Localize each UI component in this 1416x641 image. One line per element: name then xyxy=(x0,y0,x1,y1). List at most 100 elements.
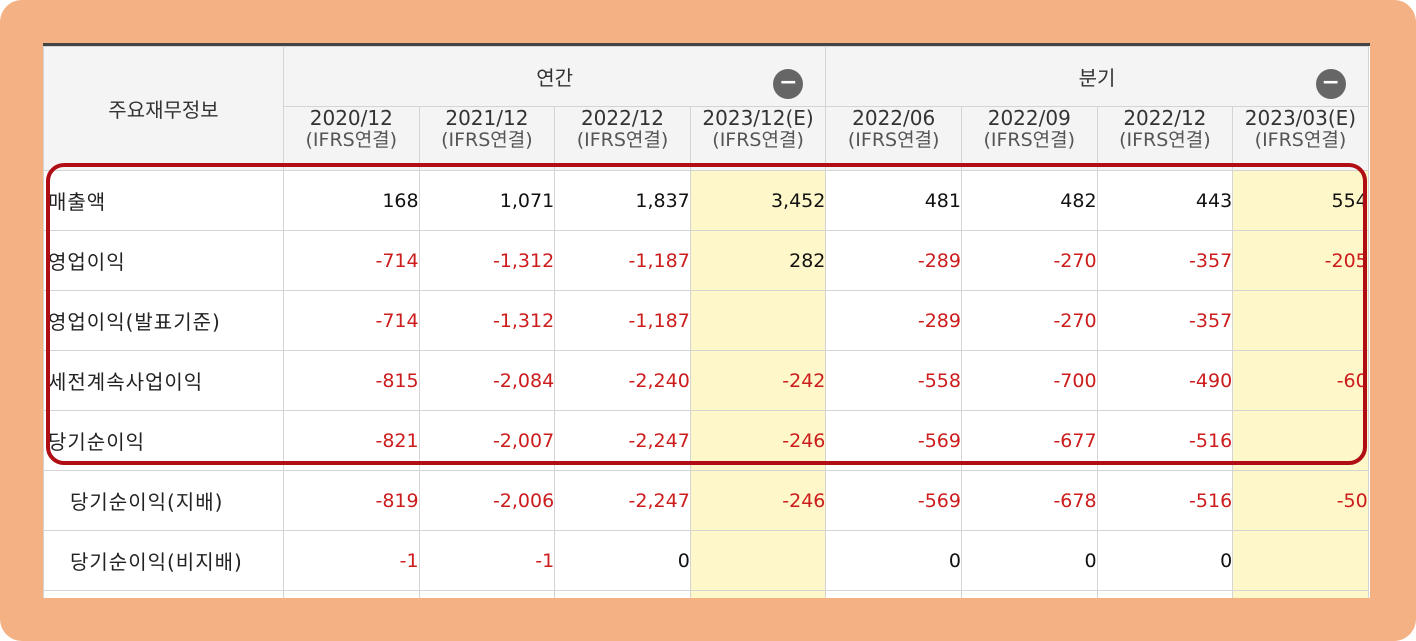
period-basis: (IFRS연결) xyxy=(983,129,1076,151)
quarterly-group-label: 분기 xyxy=(1078,66,1116,90)
table-cell: -246 xyxy=(689,470,827,531)
period-header: 2020/12 (IFRS연결) xyxy=(283,106,420,171)
table-cell: 554 xyxy=(1232,170,1369,231)
table-cell: -678 xyxy=(960,470,1098,531)
table-cell: -819 xyxy=(283,470,420,531)
table-cell xyxy=(1232,290,1369,351)
period-date: 2023/03(E) xyxy=(1244,106,1357,130)
table-cell xyxy=(689,530,827,591)
row-label[interactable]: 당기순이익(비지배) xyxy=(43,530,284,591)
table-cell xyxy=(1232,530,1369,591)
table-row: 당기순이익 -821 -2,007 -2,247 -246 -569 -677 -516 xyxy=(43,410,1369,471)
table-row xyxy=(43,590,1369,598)
table-cell: -490 xyxy=(1096,350,1234,411)
table-cell: -569 xyxy=(825,470,962,531)
table-cell: -2,240 xyxy=(554,350,691,411)
table-cell: -700 xyxy=(960,350,1098,411)
table-cell: 0 xyxy=(554,530,691,591)
table-cell xyxy=(283,590,420,598)
period-date: 2022/09 xyxy=(987,106,1071,130)
period-header: 2023/03(E) (IFRS연결) xyxy=(1232,106,1369,171)
table-cell: -821 xyxy=(283,410,420,471)
table-row: 영업이익 -714 -1,312 -1,187 282 -289 -270 -357 -205 xyxy=(43,230,1369,291)
financial-table: 주요재무정보 연간 − 분기 − 2020/12 (IFRS연결) 2021/12(… xyxy=(43,46,1369,598)
table-cell: 0 xyxy=(1096,530,1234,591)
row-label[interactable]: 당기순이익(지배) xyxy=(43,470,284,531)
table-cell xyxy=(1096,590,1234,598)
annual-group-label: 연간 xyxy=(536,66,574,90)
table-cell: -357 xyxy=(1096,290,1234,351)
table-cell: -246 xyxy=(689,410,827,471)
table-cell xyxy=(554,590,691,598)
row-label[interactable]: 영업이익 xyxy=(43,230,284,291)
annual-group-header: 연간 − xyxy=(282,46,827,107)
collapse-annual-icon[interactable]: − xyxy=(773,69,804,99)
table-row: 세전계속사업이익 -815 -2,084 -2,240 -242 -558 -700 -490… xyxy=(43,350,1369,411)
period-header: 2022/09 (IFRS연결) xyxy=(960,106,1098,171)
period-date: 2022/12 xyxy=(580,106,665,130)
row-label[interactable]: 영업이익(발표기준) xyxy=(43,290,284,351)
period-header-row: 2020/12 (IFRS연결) 2021/12 (IFRS연결) 2022/12 (IF… xyxy=(44,106,1369,171)
table-cell: -1,312 xyxy=(418,290,556,351)
table-cell: 1,837 xyxy=(554,170,691,231)
period-header: 2021/12 (IFRS연결) xyxy=(418,106,556,171)
row-label[interactable]: 매출액 xyxy=(43,170,284,231)
period-date: 2022/12 xyxy=(1123,106,1207,130)
table-cell: -1,312 xyxy=(418,230,556,291)
table-cell: -2,007 xyxy=(418,410,556,471)
table-cell xyxy=(1232,590,1369,598)
period-header: 2023/12(E) (IFRS연결) xyxy=(689,106,827,171)
table-cell: -242 xyxy=(689,350,827,411)
table-cell: 481 xyxy=(825,170,962,231)
table-cell: -714 xyxy=(283,230,420,291)
table-cell: 443 xyxy=(1096,170,1234,231)
table-cell: -1 xyxy=(418,530,556,591)
table-cell: -270 xyxy=(960,230,1098,291)
period-date: 2023/12(E) xyxy=(702,106,814,130)
table-cell: -815 xyxy=(283,350,420,411)
table-cell: -2,006 xyxy=(418,470,556,531)
table-cell: 3,452 xyxy=(689,170,827,231)
row-label[interactable]: 세전계속사업이익 xyxy=(43,350,284,411)
table-row: 매출액 168 1,071 1,837 3,452 481 482 443 554 xyxy=(43,170,1369,231)
table-cell xyxy=(689,590,827,598)
table-cell: -270 xyxy=(960,290,1098,351)
table-cell: 0 xyxy=(825,530,962,591)
table-cell: -2,247 xyxy=(554,410,691,471)
period-basis: (IFRS연결) xyxy=(847,129,940,151)
table-cell: -569 xyxy=(825,410,962,471)
table-cell: -2,247 xyxy=(554,470,691,531)
table-cell: -2,084 xyxy=(418,350,556,411)
period-basis: (IFRS연결) xyxy=(576,129,669,151)
period-basis: (IFRS연결) xyxy=(1254,129,1347,151)
table-cell: -714 xyxy=(283,290,420,351)
table-cell: -357 xyxy=(1096,230,1234,291)
table-row: 당기순이익(비지배) -1 -1 0 0 0 0 xyxy=(43,530,1369,591)
table-cell: -516 xyxy=(1096,470,1234,531)
table-cell: -1 xyxy=(283,530,420,591)
table-cell: -1,187 xyxy=(554,230,691,291)
table-cell: -60 xyxy=(1232,350,1369,411)
period-date: 2022/06 xyxy=(852,106,936,130)
table-cell: -289 xyxy=(825,290,962,351)
collapse-quarterly-icon[interactable]: − xyxy=(1315,69,1346,99)
table-row: 영업이익(발표기준) -714 -1,312 -1,187 -289 -270 -357 xyxy=(43,290,1369,351)
table-row: 당기순이익(지배) -819 -2,006 -2,247 -246 -569 -678 -51… xyxy=(43,470,1369,531)
period-basis: (IFRS연결) xyxy=(1119,129,1211,151)
period-header: 2022/12 (IFRS연결) xyxy=(1096,106,1234,171)
table-cell: -205 xyxy=(1232,230,1369,291)
financial-summary-panel: 주요재무정보 연간 − 분기 − 2020/12 (IFRS연결) 2021/12(… xyxy=(43,43,1370,598)
table-cell: -289 xyxy=(825,230,962,291)
corner-header: 주요재무정보 xyxy=(43,46,284,171)
table-cell: -1,187 xyxy=(554,290,691,351)
period-date: 2021/12 xyxy=(445,106,529,130)
period-basis: (IFRS연결) xyxy=(441,129,533,151)
quarterly-group-header: 분기 − xyxy=(825,46,1369,107)
table-cell xyxy=(960,590,1098,598)
table-cell: 1,071 xyxy=(418,170,556,231)
table-cell: 482 xyxy=(960,170,1098,231)
row-label[interactable]: 당기순이익 xyxy=(43,410,284,471)
period-basis: (IFRS연결) xyxy=(712,129,804,151)
period-header: 2022/06 (IFRS연결) xyxy=(825,106,962,171)
table-cell: 0 xyxy=(960,530,1098,591)
